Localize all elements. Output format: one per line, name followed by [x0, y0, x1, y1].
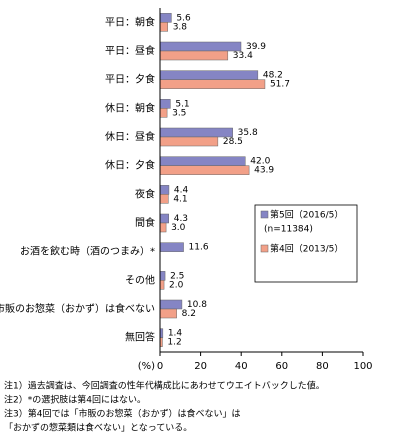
- x-tick-label: 40: [235, 361, 248, 372]
- category-label: 平日：朝食: [105, 15, 155, 28]
- x-tick-label: 100: [353, 361, 372, 372]
- category-label: 市販のお惣菜（おかず）は食べない: [0, 302, 155, 315]
- bar: [159, 185, 170, 195]
- value-label: 5.6: [176, 13, 191, 23]
- value-label: 42.0: [250, 157, 270, 167]
- legend-note: (n=11384): [264, 225, 313, 235]
- value-label: 8.2: [182, 309, 196, 319]
- category-label: 平日：夕食: [105, 73, 155, 86]
- value-label: 28.5: [223, 137, 243, 147]
- legend-box: [254, 204, 358, 283]
- x-tick-label: 0: [157, 361, 163, 372]
- bar: [159, 165, 250, 175]
- bar: [159, 50, 229, 61]
- value-label: 33.4: [233, 51, 253, 61]
- bar: [159, 280, 165, 290]
- value-label: 11.6: [189, 243, 209, 253]
- category-label: 休日：朝食: [105, 101, 155, 114]
- note: 「おかずの惣菜類は食べない」となっている。: [4, 422, 192, 434]
- value-label: 3.5: [172, 108, 186, 118]
- x-tick-label: 80: [316, 361, 329, 372]
- legend-swatch: [260, 244, 269, 253]
- category-label: 夜食: [135, 187, 155, 200]
- value-label: 35.8: [238, 128, 258, 138]
- value-label: 1.4: [168, 329, 183, 339]
- note: 注1）過去調査は、今回調査の性年代構成比にあわせてウエイトバックした値。: [4, 380, 325, 392]
- bar: [159, 299, 183, 310]
- category-label: 間食: [135, 216, 155, 229]
- value-label: 3.8: [173, 22, 188, 32]
- x-tick-label: 20: [194, 361, 207, 372]
- category-label: 休日：夕食: [105, 159, 155, 172]
- bar: [159, 156, 246, 166]
- bar: [159, 136, 219, 147]
- value-label: 10.8: [187, 300, 207, 310]
- value-label: 1.2: [167, 338, 181, 348]
- bar: [159, 213, 169, 224]
- bar: [159, 194, 169, 204]
- value-label: 43.9: [254, 166, 274, 176]
- bar: [159, 22, 168, 32]
- note: 注3）第4回では「市販のお惣菜（おかず）は食べない」は: [4, 408, 240, 420]
- bar: [159, 70, 259, 80]
- value-label: 4.4: [174, 185, 189, 195]
- bar: [159, 271, 166, 281]
- bar: [159, 41, 242, 52]
- value-label: 4.1: [173, 194, 187, 204]
- category-label: その他: [125, 273, 155, 286]
- value-label: 4.3: [174, 214, 188, 224]
- category-label: 休日：昼食: [105, 130, 155, 143]
- bar: [159, 108, 168, 118]
- value-label: 3.0: [171, 223, 186, 233]
- category-label: お酒を飲む時（酒のつまみ）*: [20, 245, 155, 258]
- value-label: 51.7: [270, 80, 290, 90]
- bar: [159, 13, 172, 23]
- category-label: 無回答: [125, 331, 155, 344]
- bar: [159, 79, 266, 89]
- x-axis-label: (%): [138, 361, 155, 372]
- value-label: 5.1: [175, 99, 189, 109]
- category-label: 平日：昼食: [105, 44, 155, 57]
- legend-swatch: [260, 210, 269, 219]
- bar: [159, 127, 233, 138]
- bar: [159, 99, 171, 109]
- note: 注2）*の選択肢は第4回にはない。: [4, 394, 146, 406]
- value-label: 2.5: [170, 271, 184, 281]
- bar: [159, 242, 184, 252]
- x-tick-label: 60: [275, 361, 288, 372]
- value-label: 48.2: [263, 71, 283, 81]
- legend-label: 第4回（2013/5）: [270, 243, 343, 255]
- bar: [159, 308, 177, 319]
- bar: [159, 222, 167, 233]
- legend-label: 第5回（2016/5）: [270, 209, 343, 221]
- value-label: 2.0: [169, 280, 184, 290]
- value-label: 39.9: [246, 42, 266, 52]
